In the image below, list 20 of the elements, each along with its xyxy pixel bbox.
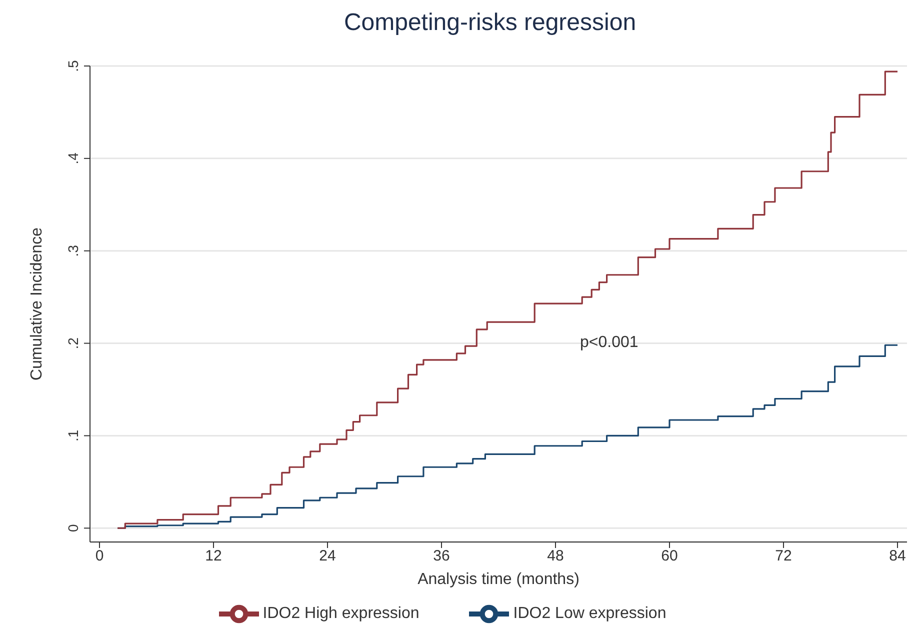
x-axis-title: Analysis time (months) [418,571,580,588]
x-tick-label: 0 [95,548,104,565]
y-tick-label: .4 [65,152,81,164]
y-tick-label: .3 [65,244,81,257]
annotation: p<0.001 [580,334,638,352]
x-tick-label: 60 [661,548,678,565]
chart-title: Competing-risks regression [342,8,638,38]
x-tick-label: 84 [889,548,906,565]
x-tick-label: 48 [547,548,564,565]
y-tick-label: .1 [65,430,81,442]
y-tick-label: .5 [65,60,81,72]
legend-label: IDO2 Low expression [513,605,666,622]
y-tick-label: 0 [65,524,81,532]
y-axis-title: Cumulative Incidence [28,227,46,380]
x-tick-label: 12 [205,548,222,565]
y-tick-label: .2 [65,337,81,350]
x-tick-label: 24 [319,548,336,565]
x-tick-label: 36 [433,548,450,565]
legend-label: IDO2 High expression [262,605,420,622]
x-tick-label: 72 [775,548,792,565]
